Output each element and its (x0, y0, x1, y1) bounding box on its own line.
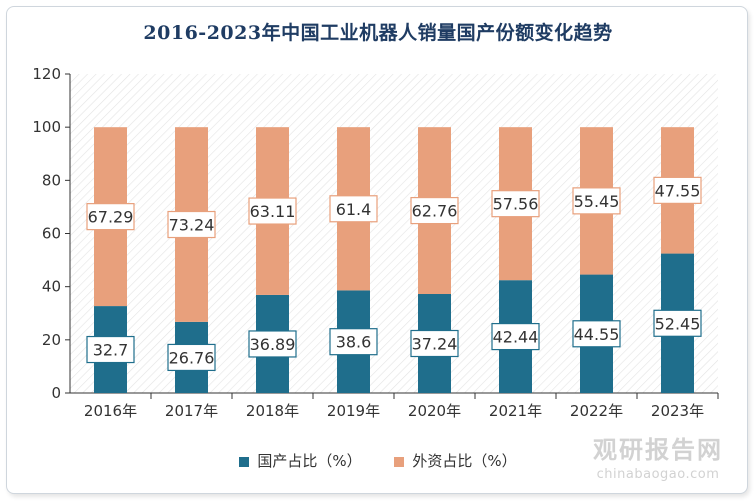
data-label-domestic: 37.24 (412, 335, 458, 354)
data-label-domestic: 26.76 (169, 348, 215, 367)
x-tick-label: 2018年 (246, 402, 299, 420)
data-label-foreign: 47.55 (655, 181, 701, 200)
data-label-domestic: 42.44 (493, 328, 539, 347)
chart-title: 2016-2023年中国工业机器人销量国产份额变化趋势 (143, 22, 613, 44)
x-tick-label: 2022年 (570, 402, 623, 420)
data-label-box-foreign (653, 176, 702, 204)
data-label-foreign: 63.11 (250, 202, 296, 221)
data-label-box-domestic (410, 329, 459, 358)
y-tick-label: 100 (32, 118, 61, 136)
data-label-box-foreign (167, 210, 216, 239)
data-label-box-foreign (86, 203, 135, 231)
data-label-domestic: 38.6 (336, 333, 372, 352)
data-label-box-foreign (329, 195, 378, 223)
data-label-box-domestic (329, 328, 378, 356)
y-tick-label: 80 (42, 171, 61, 189)
y-tick-label: 20 (42, 331, 61, 349)
y-tick-label: 60 (42, 225, 61, 243)
data-label-box-foreign (491, 190, 540, 218)
data-label-box-domestic (167, 343, 216, 372)
data-label-domestic: 32.7 (93, 341, 129, 360)
data-label-box-domestic (248, 330, 297, 358)
data-label-box-domestic (572, 320, 621, 348)
data-label-foreign: 73.24 (169, 216, 215, 235)
data-label-domestic: 44.55 (574, 325, 620, 344)
data-label-foreign: 61.4 (336, 200, 372, 219)
x-tick-label: 2021年 (489, 402, 542, 420)
plot-background (70, 74, 718, 393)
y-tick-label: 0 (51, 384, 61, 402)
data-label-box-foreign (248, 197, 297, 225)
data-label-foreign: 55.45 (574, 192, 620, 211)
data-label-box-foreign (572, 187, 621, 215)
legend-label-foreign: 外资占比（%） (412, 452, 517, 470)
x-tick-label: 2016年 (84, 402, 137, 420)
data-label-foreign: 57.56 (493, 195, 539, 214)
data-label-foreign: 62.76 (412, 202, 458, 221)
legend-swatch-foreign (394, 456, 405, 467)
data-label-domestic: 52.45 (655, 314, 701, 333)
x-tick-label: 2020年 (408, 402, 461, 420)
data-label-domestic: 36.89 (250, 335, 296, 354)
legend-item-foreign: 外资占比（%） (394, 450, 517, 471)
y-tick-label: 120 (32, 65, 61, 83)
x-tick-label: 2019年 (327, 402, 380, 420)
data-label-box-foreign (410, 196, 459, 225)
legend-item-domestic: 国产占比（%） (239, 450, 362, 471)
legend: 国产占比（%） 外资占比（%） (0, 450, 756, 471)
data-label-box-domestic (491, 322, 540, 351)
legend-label-domestic: 国产占比（%） (257, 452, 362, 470)
data-label-box-domestic (86, 335, 135, 364)
x-tick-label: 2023年 (651, 402, 704, 420)
y-tick-label: 40 (42, 278, 61, 296)
legend-swatch-domestic (239, 456, 250, 467)
x-tick-label: 2017年 (165, 402, 218, 420)
data-label-box-domestic (653, 309, 702, 337)
data-label-foreign: 67.29 (88, 208, 134, 227)
